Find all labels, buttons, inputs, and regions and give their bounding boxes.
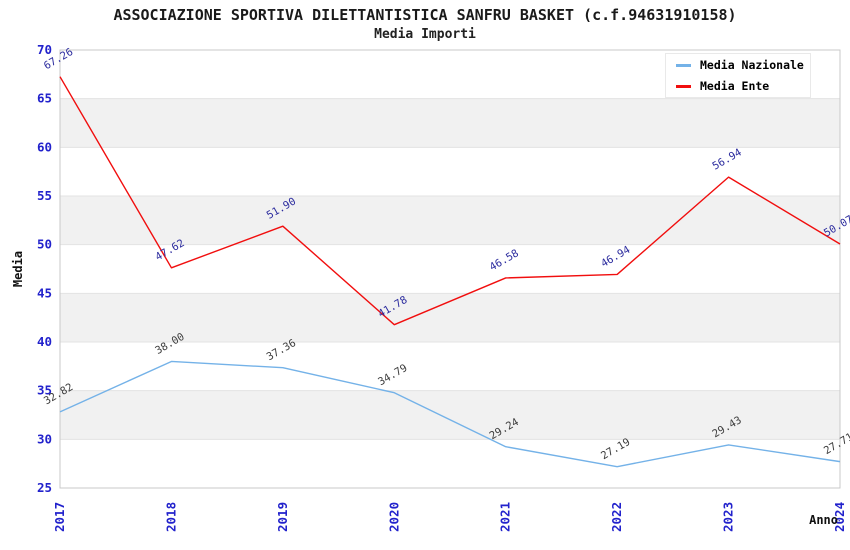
x-tick-label: 2019 — [275, 502, 290, 532]
y-tick-label: 55 — [37, 188, 52, 203]
legend-label-media-ente: Media Ente — [700, 79, 770, 93]
y-tick-label: 50 — [37, 237, 52, 252]
y-tick-label: 25 — [37, 480, 52, 495]
y-axis-title: Media — [11, 251, 25, 287]
plot-band — [60, 196, 840, 245]
y-tick-label: 40 — [37, 334, 52, 349]
x-axis-title: Anno — [809, 513, 838, 527]
x-tick-label: 2024 — [832, 502, 847, 532]
value-label: 46.58 — [488, 247, 521, 273]
series-line-media-ente — [59, 76, 841, 326]
chart-subtitle: Media Importi — [374, 27, 476, 42]
y-tick-label: 35 — [37, 383, 52, 398]
value-label: 34.79 — [376, 362, 409, 388]
x-tick-label: 2017 — [52, 502, 67, 532]
plot-border — [59, 49, 841, 489]
value-label: 56.94 — [710, 146, 743, 172]
x-tick-label: 2022 — [609, 502, 624, 532]
legend: Media Nazionale Media Ente — [665, 53, 811, 98]
y-tick-label: 70 — [37, 42, 52, 57]
legend-item-media-ente: Media Ente — [676, 79, 810, 93]
legend-item-media-nazionale: Media Nazionale — [676, 58, 810, 72]
media-ente-line-swatch — [676, 84, 691, 88]
plot-band — [60, 98, 840, 148]
x-tick-label: 2021 — [498, 502, 513, 532]
y-tick-label: 30 — [37, 431, 52, 446]
y-tick-label: 45 — [37, 285, 52, 300]
chart-title: ASSOCIAZIONE SPORTIVA DILETTANTISTICA SA… — [113, 6, 737, 24]
x-tick-label: 2018 — [163, 502, 178, 532]
plot-band — [60, 390, 840, 440]
x-tick-label: 2020 — [386, 502, 401, 532]
media-nazionale-line-swatch — [676, 63, 691, 67]
value-label: 27.19 — [599, 436, 632, 462]
y-tick-label: 65 — [37, 91, 52, 106]
x-tick-label: 2023 — [721, 502, 736, 532]
series-line-media-nazionale — [59, 360, 841, 468]
legend-label-media-nazionale: Media Nazionale — [700, 58, 804, 72]
y-tick-label: 60 — [37, 139, 52, 154]
